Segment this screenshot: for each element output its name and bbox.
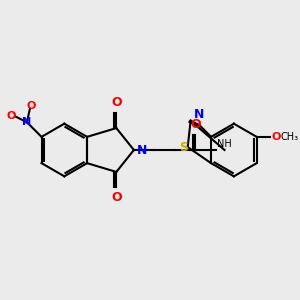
Text: N: N <box>22 117 32 127</box>
Text: NH: NH <box>217 139 232 148</box>
Text: O: O <box>6 111 16 122</box>
Text: -: - <box>12 108 16 118</box>
Text: O: O <box>111 191 122 204</box>
Text: O: O <box>111 96 122 109</box>
Text: O: O <box>190 118 201 131</box>
Text: O: O <box>27 101 36 111</box>
Text: N: N <box>137 143 147 157</box>
Text: N: N <box>194 108 205 121</box>
Text: CH₃: CH₃ <box>280 132 298 142</box>
Text: +: + <box>22 118 28 124</box>
Text: S: S <box>179 141 188 154</box>
Text: O: O <box>271 132 280 142</box>
